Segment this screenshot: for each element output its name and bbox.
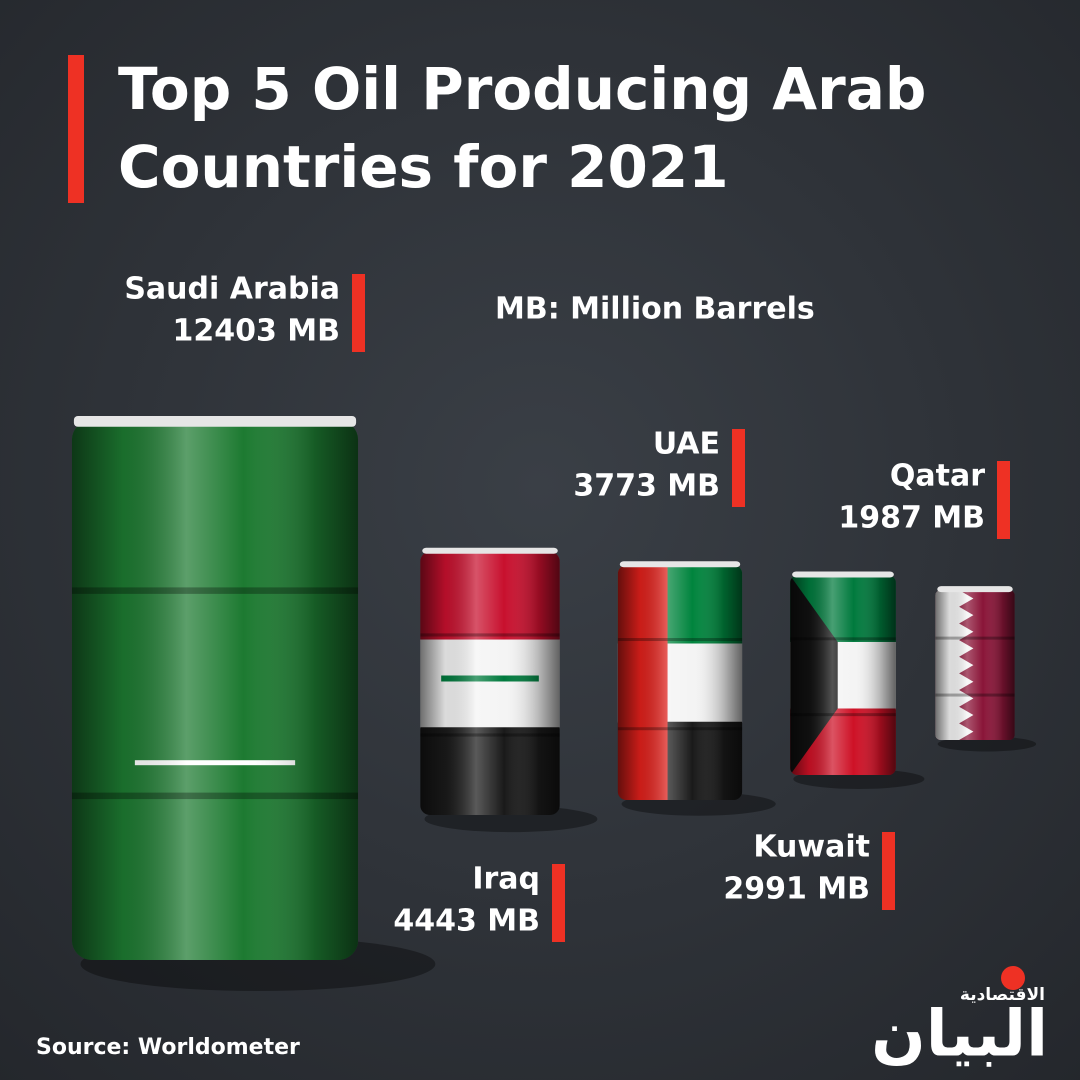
barrel [790,571,925,789]
logo-dot [1001,966,1025,990]
source: Source: Worldometer [36,1035,300,1060]
barrel-shadow [937,736,1037,752]
barrel-body [420,551,560,815]
barrel [71,420,359,960]
note: MB: Million Barrels [495,292,815,327]
barrel-rim [73,416,357,427]
category-label: Iraq [472,862,540,897]
barrel [420,551,560,815]
barrel-ridge [790,713,896,717]
barrel [935,586,1037,752]
barrel [617,565,743,800]
category-label: Saudi Arabia [124,272,340,307]
label-accent [882,832,895,910]
label-accent [552,864,565,942]
barrel-ridge [420,733,560,737]
barrel-ridge [617,638,743,642]
label-accent [732,429,745,507]
barrel [935,590,1015,740]
category-label: UAE [653,427,720,462]
barrel-ridge [71,587,359,594]
chart-title: Top 5 Oil Producing Arab Countries for 2… [118,55,927,201]
barrel-body [790,575,896,775]
logo-subtitle: الاقتصادية [960,985,1045,1005]
barrel-body [617,565,743,800]
value-label: 12403 MB [172,314,340,349]
barrel-ridge [935,636,1015,640]
title-wrap: Top 5 Oil Producing Arab Countries for 2… [118,55,927,201]
label-accent [352,274,365,352]
value-label: 4443 MB [393,904,540,939]
value-label: 2991 MB [723,872,870,907]
barrel-body [935,590,1015,740]
barrel-ridge [71,792,359,800]
barrel-rim [937,586,1013,593]
barrel-ridge [790,637,896,641]
barrel-rim [792,571,894,578]
barrel [420,547,598,833]
label-accent [997,461,1010,539]
barrel-ridge [617,727,743,731]
category-label: Kuwait [753,830,870,865]
category-label: Qatar [890,459,985,494]
barrel-ridge [420,633,560,637]
title-accent [68,55,84,203]
barrel-body [71,420,359,960]
barrel [617,561,776,816]
barrel-rim [422,547,558,554]
barrel [790,575,896,775]
value-label: 1987 MB [838,501,985,536]
logo-name: البيان [871,998,1048,1072]
barrel-ridge [935,693,1015,697]
barrel [71,416,436,991]
barrel-rim [619,561,741,568]
value-label: 3773 MB [573,469,720,504]
